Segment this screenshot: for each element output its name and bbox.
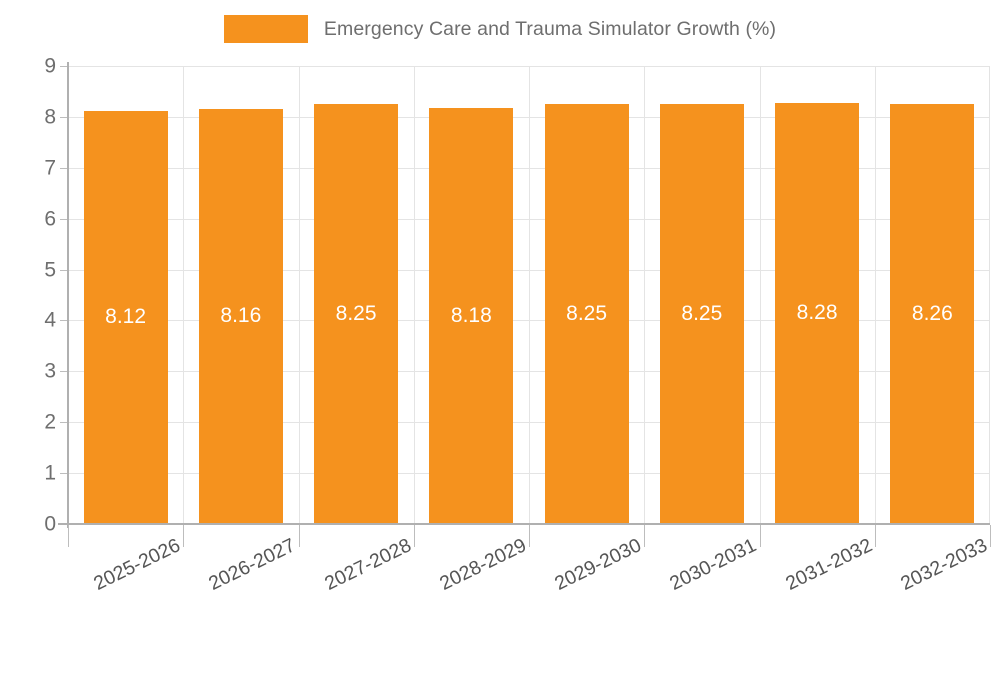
bar[interactable]: 8.18 (429, 107, 514, 524)
y-tick-label: 3 (44, 359, 56, 383)
bar[interactable]: 8.25 (659, 104, 744, 524)
bar[interactable]: 8.12 (83, 110, 168, 524)
x-tick-mark (990, 525, 991, 547)
x-tick-mark (68, 525, 69, 547)
y-tick-label: 4 (44, 308, 56, 332)
gridline-vertical (298, 66, 300, 524)
y-tick-mark (60, 116, 68, 118)
bar-value-label: 8.25 (335, 302, 377, 326)
chart-legend: Emergency Care and Trauma Simulator Grow… (0, 12, 1000, 46)
plot-right-border (989, 66, 990, 524)
bar[interactable]: 8.25 (544, 104, 629, 524)
y-tick-mark (60, 218, 68, 220)
x-axis-line (58, 523, 990, 525)
gridline-vertical (413, 66, 415, 524)
legend-series-label: Emergency Care and Trauma Simulator Grow… (323, 17, 777, 40)
bar-value-label: 8.25 (681, 302, 723, 326)
y-tick-label: 7 (44, 156, 56, 180)
bar-value-label: 8.16 (220, 304, 262, 328)
x-tick-mark (874, 525, 876, 547)
y-tick-label: 0 (44, 512, 56, 536)
x-tick-mark (759, 525, 761, 547)
bar[interactable]: 8.16 (198, 108, 283, 524)
y-tick-label: 5 (44, 258, 56, 282)
bar-value-label: 8.25 (566, 302, 608, 326)
bar-value-label: 8.26 (911, 301, 953, 325)
x-tick-mark (529, 525, 530, 547)
y-tick-label: 6 (44, 207, 56, 231)
bar-value-label: 8.12 (105, 305, 147, 329)
bar[interactable]: 8.26 (890, 103, 975, 524)
x-tick-mark (644, 525, 646, 547)
gridline-vertical (759, 66, 761, 524)
y-tick-label: 2 (44, 410, 56, 434)
y-tick-mark (60, 167, 68, 169)
bar-chart: Emergency Care and Trauma Simulator Grow… (0, 12, 1000, 595)
y-tick-mark (60, 269, 68, 271)
gridline-vertical (644, 66, 646, 524)
y-axis-line (67, 62, 69, 528)
y-tick-mark (60, 422, 68, 424)
y-tick-label: 1 (44, 461, 56, 485)
gridline-vertical (529, 66, 530, 524)
y-tick-mark (60, 371, 68, 373)
y-tick-mark (60, 473, 68, 475)
bar-value-label: 8.18 (450, 303, 492, 327)
y-tick-label: 8 (44, 105, 56, 129)
x-tick-mark (413, 525, 415, 547)
legend-color-swatch[interactable] (223, 15, 308, 43)
y-tick-mark (60, 320, 68, 322)
plot-area: 8.12 8.16 8.25 8.18 8.25 8.25 8.28 8.26 (68, 66, 990, 525)
x-tick-mark (183, 525, 185, 547)
y-tick-mark (60, 66, 68, 67)
y-tick-label: 9 (44, 54, 56, 78)
x-tick-mark (298, 525, 300, 547)
gridline-vertical (874, 66, 876, 524)
bar-value-label: 8.28 (796, 301, 838, 325)
gridline-vertical (183, 66, 185, 524)
bar[interactable]: 8.25 (314, 104, 399, 524)
bar[interactable]: 8.28 (775, 102, 860, 524)
